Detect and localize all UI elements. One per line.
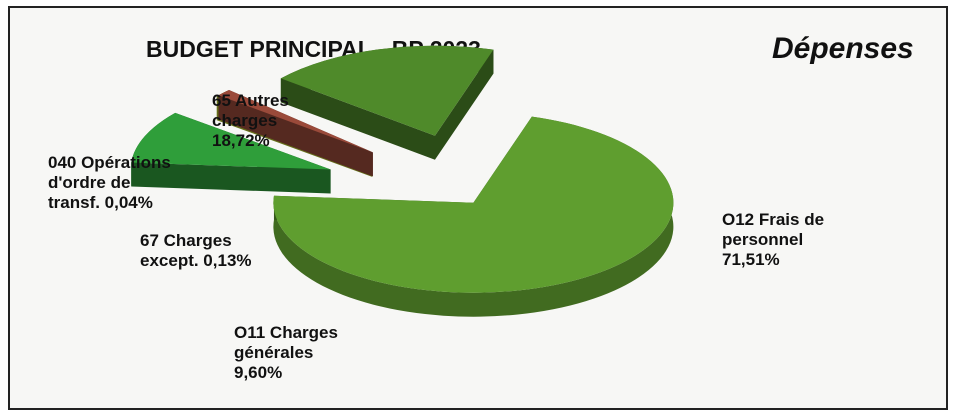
- slice-label-040: 040 Opérations d'ordre de transf. 0,04%: [48, 153, 171, 212]
- chart-subtitle: Dépenses: [772, 32, 914, 65]
- pie-slice-wall-040: [218, 89, 373, 177]
- slice-label-line: générales: [234, 343, 313, 362]
- slice-label-line: O11 Charges: [234, 323, 338, 342]
- slice-label-line: d'ordre de: [48, 173, 130, 192]
- pie-slice-O11: [131, 112, 331, 194]
- slice-label-line: 65 Autres: [212, 91, 289, 110]
- slice-label-line: charges: [212, 111, 277, 130]
- pie-slice-040: [218, 89, 373, 177]
- slice-label-line: O12 Frais de: [722, 210, 824, 229]
- pie-slice-wall-65: [280, 49, 494, 160]
- slice-label-65: 65 Autres charges 18,72%: [212, 91, 289, 150]
- pie-slice-top-O12: [273, 116, 674, 293]
- slice-label-O12: O12 Frais de personnel 71,51%: [722, 210, 824, 269]
- pie-slice-top-040: [218, 89, 373, 153]
- slice-label-line: 67 Charges: [140, 231, 232, 250]
- pie-slices: [131, 45, 674, 317]
- slice-label-line: 18,72%: [212, 131, 270, 150]
- slice-label-line: transf. 0,04%: [48, 193, 153, 212]
- pie-slice-O12: [273, 116, 674, 317]
- slice-label-line: 040 Opérations: [48, 153, 171, 172]
- slice-label-line: 9,60%: [234, 363, 282, 382]
- pie-slice-65: [280, 45, 494, 160]
- slice-label-line: 71,51%: [722, 250, 780, 269]
- slice-label-line: personnel: [722, 230, 803, 249]
- pie-slice-top-65: [280, 45, 494, 136]
- slice-label-O11: O11 Charges générales 9,60%: [234, 323, 338, 382]
- slice-label-line: except. 0,13%: [140, 251, 252, 270]
- slice-label-67: 67 Charges except. 0,13%: [140, 231, 252, 270]
- pie-slice-top-O11: [131, 112, 331, 170]
- pie-labels: O12 Frais de personnel 71,51% O11 Charges gé…: [48, 91, 824, 382]
